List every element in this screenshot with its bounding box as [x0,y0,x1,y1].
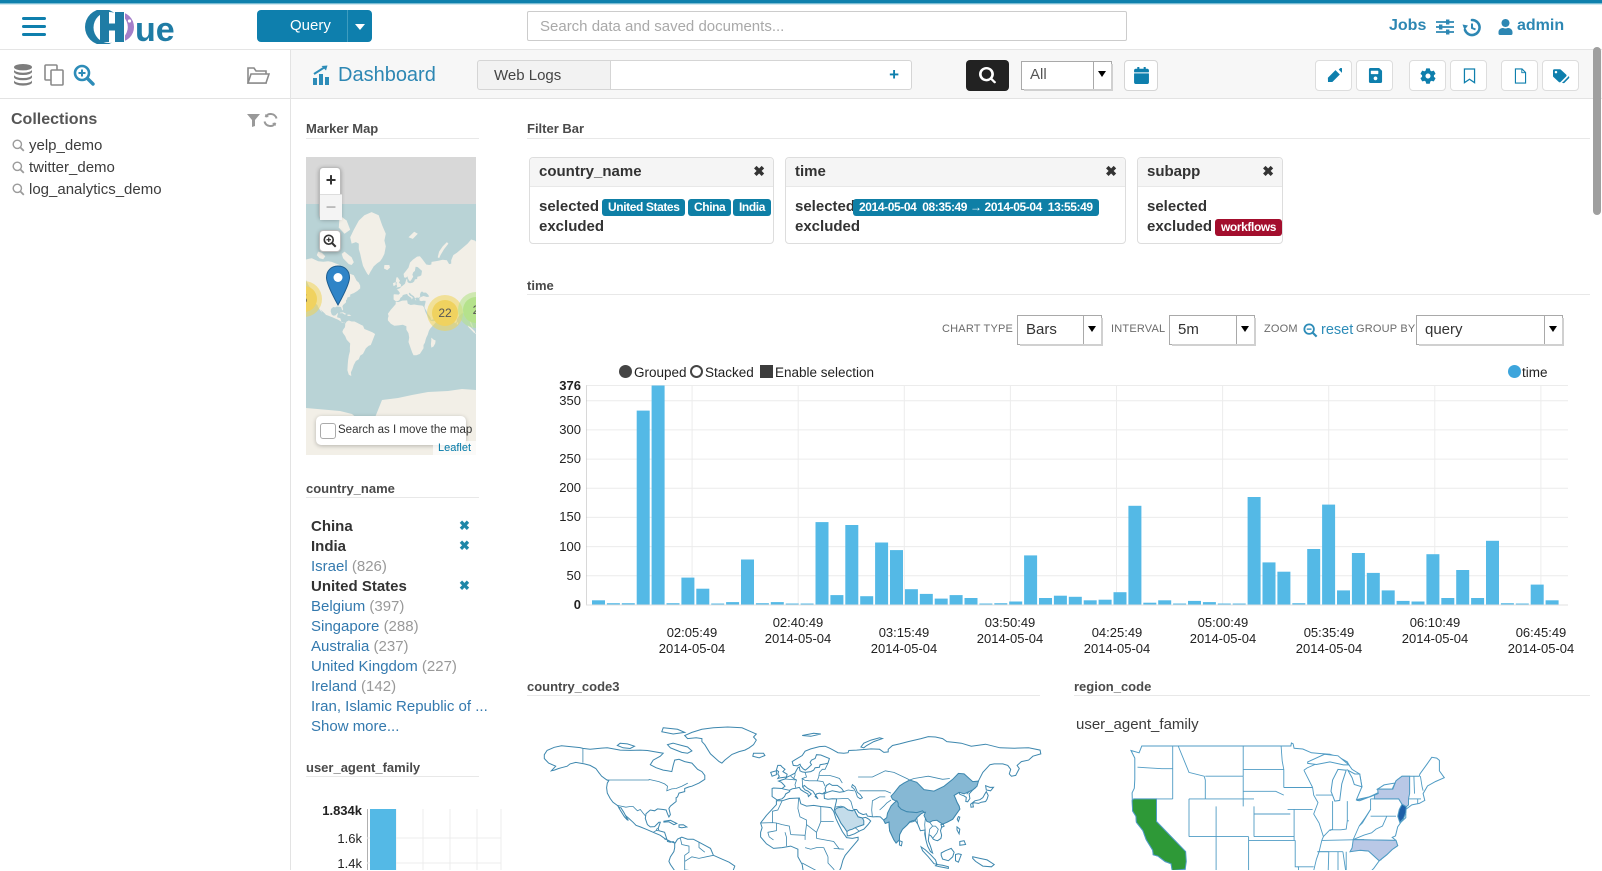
svg-text:ue: ue [135,11,175,44]
